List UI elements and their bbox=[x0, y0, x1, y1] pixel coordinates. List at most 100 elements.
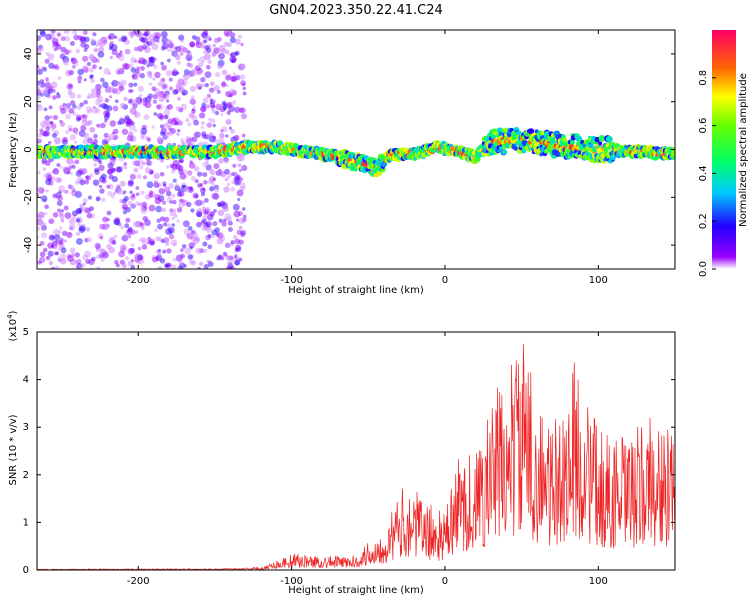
heatmap-speckle bbox=[177, 165, 184, 172]
heatmap-speckle bbox=[141, 238, 149, 246]
heatmap-speckle bbox=[234, 247, 239, 252]
heatmap-speckle bbox=[186, 170, 193, 176]
heatmap-speckle bbox=[85, 175, 89, 180]
heatmap-speckle bbox=[185, 118, 190, 123]
heatmap-speckle bbox=[177, 120, 183, 127]
heatmap-speckle bbox=[109, 55, 113, 60]
heatmap-speckle bbox=[37, 104, 43, 112]
heatmap-speckle bbox=[86, 212, 93, 219]
heatmap-speckle bbox=[58, 239, 64, 246]
heatmap-speckle bbox=[60, 121, 66, 127]
heatmap-speckle bbox=[112, 105, 119, 112]
heatmap-speckle bbox=[217, 202, 222, 208]
heatmap-speckle bbox=[224, 168, 230, 175]
heatmap-speckle bbox=[50, 266, 55, 269]
heatmap-speckle bbox=[176, 191, 183, 197]
heatmap-speckle bbox=[100, 258, 105, 263]
heatmap-speckle bbox=[171, 169, 176, 174]
heatmap-x-axis-label: Height of straight line (km) bbox=[288, 285, 424, 296]
heatmap-speckle bbox=[140, 127, 148, 135]
heatmap-speckle bbox=[198, 261, 204, 266]
heatmap-speckle bbox=[75, 231, 81, 236]
heatmap-speckle bbox=[148, 204, 156, 212]
heatmap-speckle bbox=[138, 93, 143, 98]
heatmap-speckle bbox=[149, 190, 154, 195]
heatmap-speckle bbox=[82, 55, 89, 62]
heatmap-speckle bbox=[175, 106, 181, 111]
heatmap-speckle bbox=[212, 177, 216, 181]
heatmap-speckle bbox=[242, 86, 246, 91]
heatmap-speckle bbox=[238, 177, 244, 182]
heatmap-speckle bbox=[240, 63, 246, 69]
heatmap-speckle bbox=[230, 186, 235, 192]
heatmap-speckle bbox=[162, 180, 166, 184]
heatmap-speckle bbox=[69, 247, 76, 254]
heatmap-speckle bbox=[68, 49, 73, 54]
heatmap-speckle bbox=[196, 211, 203, 218]
heatmap-speckle bbox=[124, 217, 131, 224]
heatmap-speckle bbox=[172, 257, 177, 262]
heatmap-speckle bbox=[177, 189, 182, 193]
colorbar-tick-label: 0.8 bbox=[698, 70, 709, 86]
heatmap-speckle bbox=[72, 104, 77, 109]
heatmap-speckle bbox=[102, 81, 109, 88]
heatmap-speckle bbox=[233, 176, 239, 182]
heatmap-speckle bbox=[122, 190, 127, 194]
heatmap-speckle bbox=[191, 108, 196, 114]
heatmap-speckle bbox=[207, 244, 213, 250]
heatmap-speckle bbox=[208, 132, 214, 138]
heatmap-speckle bbox=[157, 248, 162, 252]
heatmap-speckle bbox=[230, 239, 235, 245]
heatmap-speckle bbox=[121, 245, 127, 251]
heatmap-speckle bbox=[41, 160, 46, 165]
heatmap-speckle bbox=[37, 68, 44, 75]
heatmap-speckle bbox=[147, 34, 155, 41]
heatmap-speckle bbox=[242, 91, 247, 96]
heatmap-speckle bbox=[189, 186, 193, 190]
heatmap-speckle bbox=[106, 105, 113, 112]
heatmap-speckle bbox=[51, 132, 57, 139]
heatmap-speckle bbox=[73, 34, 80, 41]
heatmap-speckle bbox=[166, 196, 173, 203]
heatmap-speckle bbox=[182, 220, 190, 228]
heatmap-speckle bbox=[175, 183, 179, 187]
heatmap-cell bbox=[598, 141, 603, 146]
heatmap-speckle bbox=[217, 209, 225, 217]
heatmap-speckle bbox=[93, 133, 98, 139]
heatmap-speckle bbox=[119, 259, 126, 265]
heatmap-cell bbox=[498, 146, 503, 151]
heatmap-speckle bbox=[60, 107, 67, 115]
heatmap-speckle bbox=[190, 229, 197, 236]
heatmap-speckle bbox=[186, 233, 193, 240]
heatmap-speckle bbox=[142, 161, 146, 166]
heatmap-speckle bbox=[60, 209, 65, 213]
heatmap-speckle bbox=[133, 70, 141, 78]
heatmap-speckle bbox=[140, 207, 148, 215]
heatmap-speckle bbox=[69, 185, 75, 191]
heatmap-speckle bbox=[95, 266, 101, 269]
heatmap-speckle bbox=[211, 192, 219, 200]
heatmap-speckle bbox=[229, 32, 236, 38]
heatmap-speckle bbox=[89, 126, 96, 133]
heatmap-speckle bbox=[172, 89, 179, 95]
heatmap-speckle bbox=[170, 239, 178, 246]
heatmap-speckle bbox=[102, 216, 108, 223]
heatmap-speckle bbox=[163, 222, 168, 227]
heatmap-speckle bbox=[138, 238, 142, 242]
heatmap-speckle bbox=[112, 192, 116, 196]
heatmap-speckle bbox=[106, 210, 112, 216]
heatmap-speckle bbox=[197, 62, 204, 68]
snr-y-tick-label: 2 bbox=[23, 470, 29, 481]
heatmap-speckle bbox=[163, 115, 169, 120]
heatmap-speckle bbox=[37, 94, 41, 101]
heatmap-speckle bbox=[109, 40, 115, 46]
heatmap-speckle bbox=[235, 218, 240, 222]
heatmap-speckle bbox=[168, 234, 175, 240]
heatmap-speckle bbox=[68, 69, 75, 76]
heatmap-speckle bbox=[168, 86, 174, 91]
heatmap-speckle bbox=[65, 130, 70, 135]
heatmap-speckle bbox=[37, 84, 42, 90]
heatmap-speckle bbox=[202, 214, 207, 220]
heatmap-speckle bbox=[124, 39, 130, 45]
heatmap-speckle bbox=[238, 154, 246, 162]
